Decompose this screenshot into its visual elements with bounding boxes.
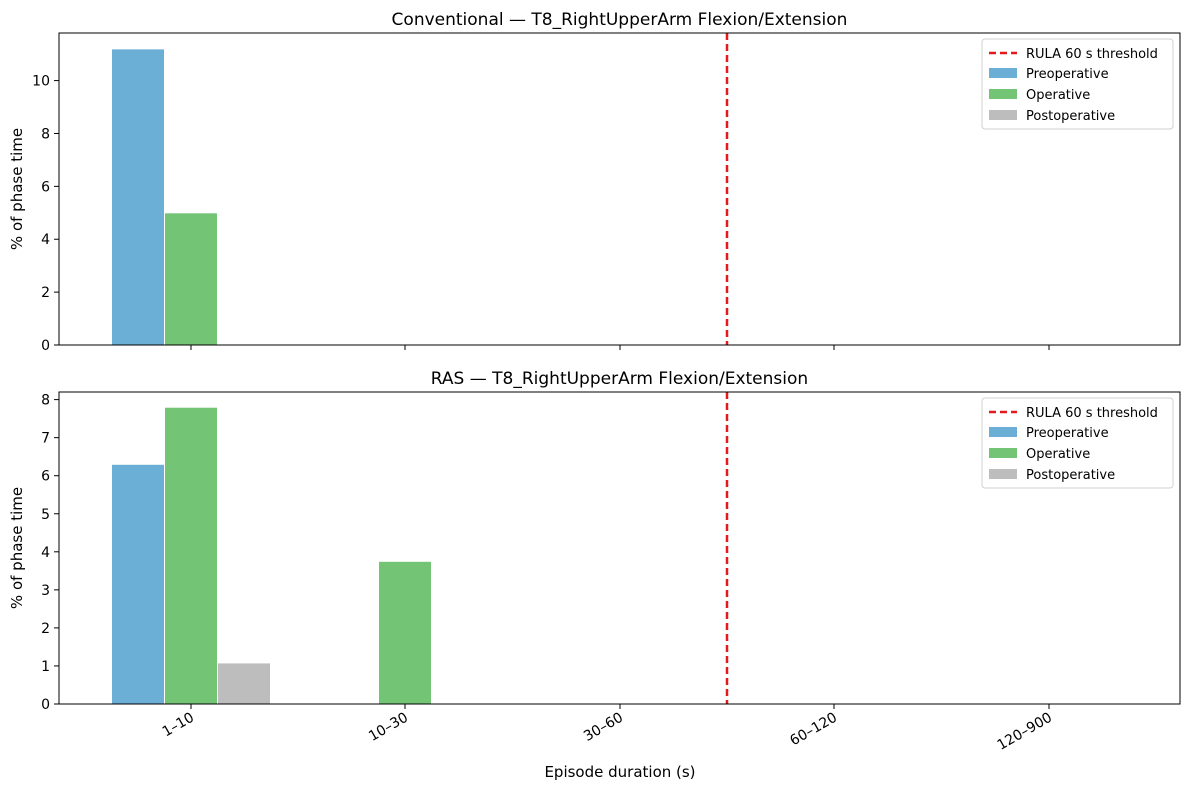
y-tick-label: 3 [41, 583, 50, 599]
y-tick-label: 1 [41, 659, 50, 675]
legend-frame [981, 38, 1174, 130]
legend-label-operative: Operative [1026, 447, 1090, 462]
legend-label-preoperative: Preoperative [1026, 426, 1109, 441]
x-tick-label: 60–120 [787, 710, 840, 750]
bar-operative-0 [164, 212, 218, 346]
y-tick-label: 0 [41, 697, 50, 713]
y-tick-label: 2 [41, 285, 50, 301]
legend-threshold-label: RULA 60 s threshold [1026, 47, 1158, 62]
y-tick-label: 8 [41, 393, 50, 409]
x-tick-label: 1–10 [160, 710, 197, 741]
legend-threshold-label: RULA 60 s threshold [1026, 406, 1158, 421]
legend-label-operative: Operative [1026, 88, 1090, 103]
x-tick-label: 10–30 [366, 710, 411, 745]
y-axis-label: % of phase time [8, 128, 26, 250]
legend-swatch-operative [989, 448, 1017, 458]
panel-2: RAS — T8_RightUpperArm Flexion/Extension… [8, 369, 1181, 754]
legend-frame [981, 397, 1174, 489]
bar-preoperative-0 [111, 48, 165, 346]
panel-1: Conventional — T8_RightUpperArm Flexion/… [8, 10, 1181, 354]
y-axis-label: % of phase time [8, 487, 26, 609]
legend-label-preoperative: Preoperative [1026, 67, 1109, 82]
bar-operative-1 [378, 560, 432, 705]
legend-swatch-postoperative [989, 110, 1017, 120]
legend-swatch-preoperative [989, 68, 1017, 78]
panel-title: RAS — T8_RightUpperArm Flexion/Extension [431, 369, 808, 389]
x-tick-label: 120–900 [995, 710, 1055, 754]
y-tick-label: 4 [41, 232, 50, 248]
panel-title: Conventional — T8_RightUpperArm Flexion/… [392, 10, 848, 30]
y-tick-label: 6 [41, 179, 50, 195]
legend: RULA 60 s threshold Preoperative Operative… [981, 38, 1174, 130]
y-tick-label: 10 [32, 74, 50, 90]
legend-label-postoperative: Postoperative [1026, 468, 1115, 483]
bar-postoperative-0 [217, 662, 271, 705]
y-tick-label: 5 [41, 507, 50, 523]
x-tick-label: 30–60 [581, 710, 626, 745]
y-tick-label: 2 [41, 621, 50, 637]
legend-swatch-postoperative [989, 469, 1017, 479]
y-tick-label: 7 [41, 431, 50, 447]
y-tick-label: 4 [41, 545, 50, 561]
x-axis-label: Episode duration (s) [544, 763, 695, 781]
y-tick-label: 0 [41, 338, 50, 354]
legend: RULA 60 s threshold Preoperative Operative… [981, 397, 1174, 489]
y-tick-label: 8 [41, 126, 50, 142]
bar-operative-0 [164, 406, 218, 705]
legend-label-postoperative: Postoperative [1026, 109, 1115, 124]
bar-preoperative-0 [111, 463, 165, 705]
y-tick-label: 6 [41, 469, 50, 485]
legend-swatch-operative [989, 89, 1017, 99]
legend-swatch-preoperative [989, 427, 1017, 437]
